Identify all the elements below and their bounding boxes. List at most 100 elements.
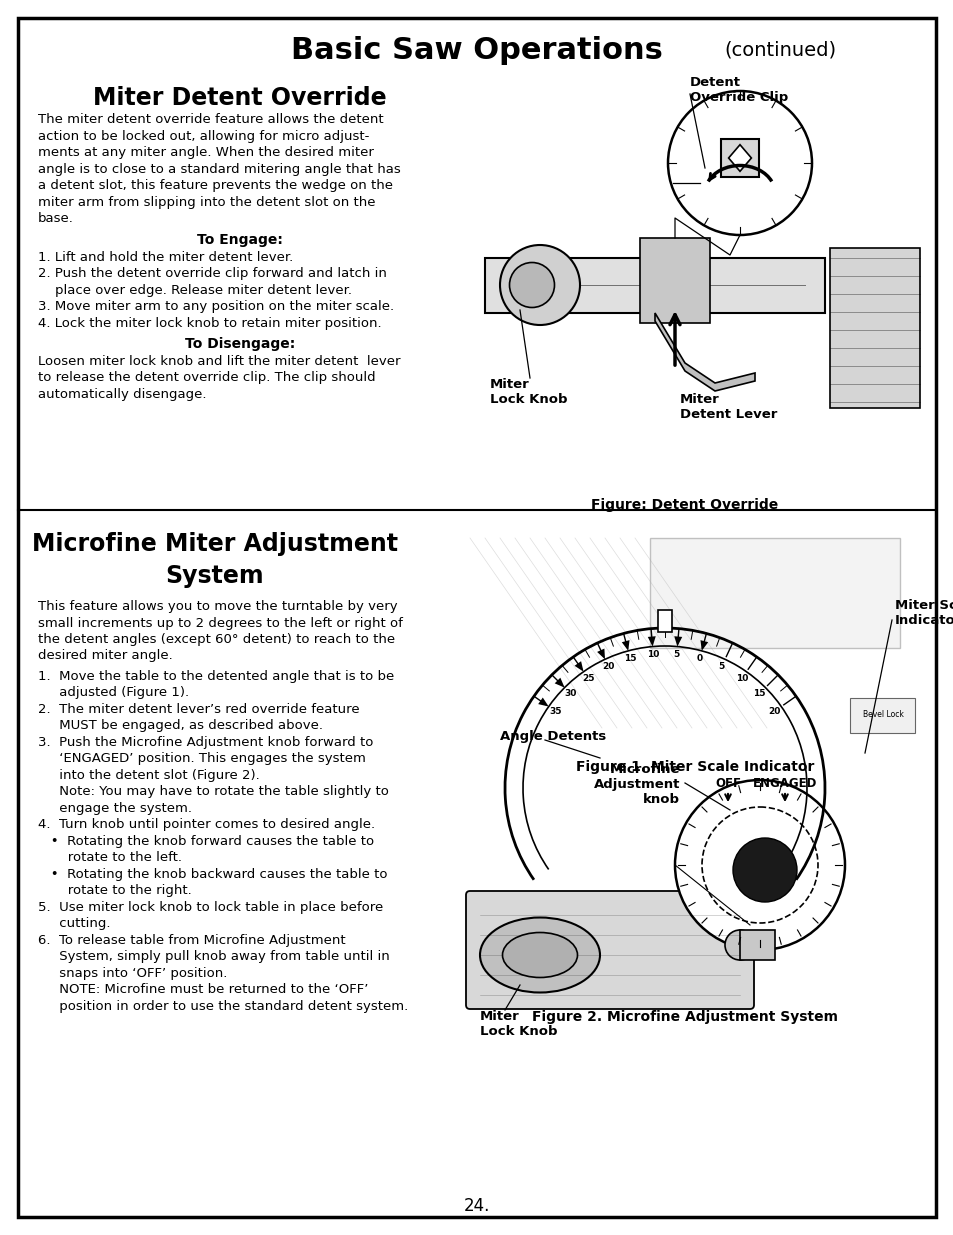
Text: Microfine
Adjustment
knob: Microfine Adjustment knob [593,763,679,806]
Polygon shape [649,538,899,648]
Polygon shape [674,636,681,647]
Text: 3.  Push the Microfine Adjustment knob forward to: 3. Push the Microfine Adjustment knob fo… [38,736,373,748]
Text: •  Rotating the knob backward causes the table to: • Rotating the knob backward causes the … [38,868,387,881]
Text: System: System [166,564,264,588]
Text: automatically disengage.: automatically disengage. [38,388,206,401]
Text: 25: 25 [581,674,594,683]
Text: The miter detent override feature allows the detent: The miter detent override feature allows… [38,112,383,126]
Text: Miter
Lock Knob: Miter Lock Knob [479,1010,557,1037]
Text: rotate to the left.: rotate to the left. [38,851,182,864]
Text: 5.  Use miter lock knob to lock table in place before: 5. Use miter lock knob to lock table in … [38,902,383,914]
Text: Miter Scale
Indicator: Miter Scale Indicator [894,599,953,627]
Text: the detent angles (except 60° detent) to reach to the: the detent angles (except 60° detent) to… [38,634,395,646]
Bar [658,610,671,632]
Text: Note: You may have to rotate the table slightly to: Note: You may have to rotate the table s… [38,785,389,799]
Text: ENGAGED: ENGAGED [752,777,817,790]
Polygon shape [728,144,751,172]
Text: Detent
Override Clip: Detent Override Clip [689,77,787,104]
Text: engage the system.: engage the system. [38,802,192,815]
Text: 15: 15 [753,689,765,698]
Text: 10: 10 [646,650,659,659]
Circle shape [675,781,844,950]
Circle shape [667,91,811,235]
Text: 35: 35 [548,706,561,715]
Text: 20: 20 [601,662,614,671]
Text: Miter Detent Override: Miter Detent Override [93,86,386,110]
Polygon shape [597,648,604,659]
Text: rotate to the right.: rotate to the right. [38,884,192,898]
Ellipse shape [479,918,599,993]
Text: ‘ENGAGED’ position. This engages the system: ‘ENGAGED’ position. This engages the sys… [38,752,366,766]
Text: position in order to use the standard detent system.: position in order to use the standard de… [38,1000,408,1013]
Text: 1. Lift and hold the miter detent lever.: 1. Lift and hold the miter detent lever. [38,251,293,263]
Text: 1.  Move the table to the detented angle that is to be: 1. Move the table to the detented angle … [38,671,394,683]
Text: 30: 30 [563,689,576,698]
Text: base.: base. [38,212,73,225]
Text: 2. Push the detent override clip forward and latch in: 2. Push the detent override clip forward… [38,267,387,280]
Text: miter arm from slipping into the detent slot on the: miter arm from slipping into the detent … [38,195,375,209]
Text: Bevel Lock: Bevel Lock [862,710,902,719]
Text: 5: 5 [718,662,724,671]
Text: snaps into ‘OFF’ position.: snaps into ‘OFF’ position. [38,967,227,981]
Text: small increments up to 2 degrees to the left or right of: small increments up to 2 degrees to the … [38,616,402,630]
Text: a detent slot, this feature prevents the wedge on the: a detent slot, this feature prevents the… [38,179,393,191]
Text: ments at any miter angle. When the desired miter: ments at any miter angle. When the desir… [38,146,374,159]
Polygon shape [537,698,548,706]
Text: adjusted (Figure 1).: adjusted (Figure 1). [38,687,189,699]
Text: This feature allows you to move the turntable by very: This feature allows you to move the turn… [38,600,397,613]
Text: 4.  Turn knob until pointer comes to desired angle.: 4. Turn knob until pointer comes to desi… [38,819,375,831]
Text: place over edge. Release miter detent lever.: place over edge. Release miter detent le… [38,284,352,296]
Polygon shape [574,661,583,672]
Text: Figure 2. Microfine Adjustment System: Figure 2. Microfine Adjustment System [532,1010,837,1024]
Text: 24.: 24. [463,1197,490,1215]
Text: 6.  To release table from Microfine Adjustment: 6. To release table from Microfine Adjus… [38,934,345,947]
Bar [740,930,774,960]
Text: 20: 20 [768,706,781,715]
Text: 2.  The miter detent lever’s red override feature: 2. The miter detent lever’s red override… [38,703,359,716]
Text: Figure 1. Miter Scale Indicator: Figure 1. Miter Scale Indicator [576,760,813,774]
Text: angle is to close to a standard mitering angle that has: angle is to close to a standard mitering… [38,163,400,175]
Text: System, simply pull knob away from table until in: System, simply pull knob away from table… [38,951,390,963]
Text: Miter
Lock Knob: Miter Lock Knob [490,378,567,406]
Bar [829,248,919,408]
Text: To Engage:: To Engage: [197,232,283,247]
Polygon shape [655,312,754,391]
Text: NOTE: Microfine must be returned to the ‘OFF’: NOTE: Microfine must be returned to the … [38,983,368,997]
Text: Figure: Detent Override: Figure: Detent Override [591,498,778,513]
Text: cutting.: cutting. [38,918,111,930]
Ellipse shape [509,263,554,308]
Text: Microfine Miter Adjustment: Microfine Miter Adjustment [32,532,397,556]
Text: desired miter angle.: desired miter angle. [38,650,172,662]
Text: 4. Lock the miter lock knob to retain miter position.: 4. Lock the miter lock knob to retain mi… [38,316,381,330]
Text: MUST be engaged, as described above.: MUST be engaged, as described above. [38,720,323,732]
Text: 15: 15 [623,655,636,663]
Text: (continued): (continued) [723,41,835,59]
Text: To Disengage:: To Disengage: [185,337,294,351]
Ellipse shape [499,245,579,325]
Ellipse shape [502,932,577,977]
Polygon shape [621,640,629,651]
Bar [849,698,914,734]
Circle shape [732,839,796,902]
Bar [484,258,824,312]
Ellipse shape [724,930,754,960]
Text: into the detent slot (Figure 2).: into the detent slot (Figure 2). [38,769,259,782]
Bar [639,238,709,324]
Text: action to be locked out, allowing for micro adjust-: action to be locked out, allowing for mi… [38,130,369,142]
Text: OFF: OFF [714,777,740,790]
Text: •  Rotating the knob forward causes the table to: • Rotating the knob forward causes the t… [38,835,374,848]
Text: 5: 5 [673,650,679,659]
Polygon shape [647,636,655,647]
Bar [720,140,759,177]
Text: Loosen miter lock knob and lift the miter detent  lever: Loosen miter lock knob and lift the mite… [38,354,400,368]
Text: to release the detent override clip. The clip should: to release the detent override clip. The… [38,372,375,384]
Text: Angle Detents: Angle Detents [499,730,605,743]
Polygon shape [700,640,707,651]
Polygon shape [554,678,564,688]
Text: 0: 0 [696,655,702,663]
Text: Miter
Detent Lever: Miter Detent Lever [679,393,777,421]
Text: Basic Saw Operations: Basic Saw Operations [291,36,662,64]
Text: 3. Move miter arm to any position on the miter scale.: 3. Move miter arm to any position on the… [38,300,394,312]
Text: 10: 10 [735,674,747,683]
FancyBboxPatch shape [465,890,753,1009]
